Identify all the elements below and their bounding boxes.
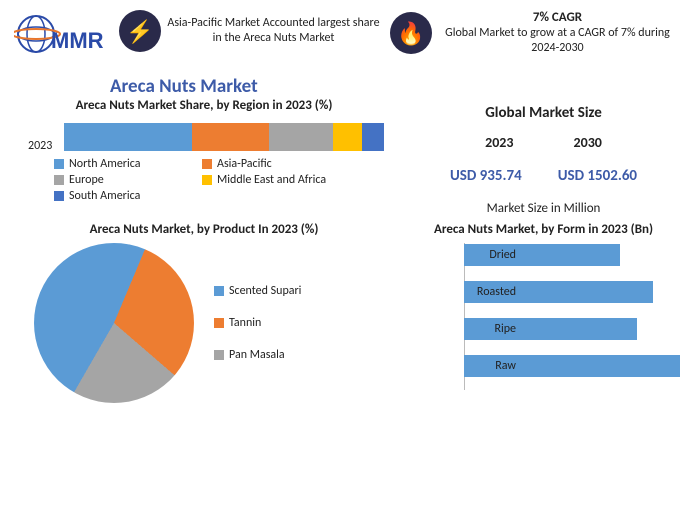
flame-icon: 🔥 bbox=[390, 12, 432, 54]
hbar-title: Areca Nuts Market, by Form in 2023 (Bn) bbox=[406, 222, 681, 237]
legend-item: Middle East and Africa bbox=[202, 173, 332, 187]
fact-asia-pacific: ⚡ Asia-Pacific Market Accounted largest … bbox=[119, 10, 380, 52]
hbar-row: Dried bbox=[464, 243, 681, 267]
legend-item: Europe bbox=[54, 173, 184, 187]
stacked-seg-north-america bbox=[64, 123, 192, 151]
legend-item: Tannin bbox=[214, 316, 344, 330]
stacked-bar-chart: Areca Nuts Market Share, by Region in 20… bbox=[14, 98, 394, 216]
cagr-text: Global Market to grow at a CAGR of 7% du… bbox=[438, 26, 677, 56]
legend-item: South America bbox=[54, 189, 184, 203]
bolt-icon: ⚡ bbox=[119, 10, 161, 52]
mmr-logo: MMR bbox=[14, 10, 109, 65]
gms-sub: Market Size in Million bbox=[406, 201, 681, 216]
pie-title: Areca Nuts Market, by Product In 2023 (%… bbox=[14, 222, 394, 237]
hbar-row: Raw bbox=[464, 354, 681, 378]
pie-graphic bbox=[34, 243, 194, 403]
gms-title: Global Market Size bbox=[406, 104, 681, 122]
hbar-row: Roasted bbox=[464, 280, 681, 304]
gms-val1: USD 935.74 bbox=[450, 167, 522, 185]
hbar-chart: Areca Nuts Market, by Form in 2023 (Bn) … bbox=[406, 222, 681, 408]
gms-val2: USD 1502.60 bbox=[558, 167, 637, 185]
fact-cagr: 🔥 7% CAGR Global Market to grow at a CAG… bbox=[390, 10, 677, 56]
hbar-label: Dried bbox=[464, 248, 516, 262]
gms-year2: 2030 bbox=[574, 134, 602, 151]
global-market-size: Global Market Size 2023 2030 USD 935.74 … bbox=[406, 98, 681, 216]
cagr-title: 7% CAGR bbox=[438, 10, 677, 26]
header: MMR ⚡ Asia-Pacific Market Accounted larg… bbox=[0, 0, 695, 69]
hbar-label: Roasted bbox=[464, 285, 516, 299]
legend-item: North America bbox=[54, 157, 184, 171]
stacked-seg-south-america bbox=[362, 123, 384, 151]
page-title: Areca Nuts Market bbox=[0, 75, 695, 98]
fact1-text: Asia-Pacific Market Accounted largest sh… bbox=[167, 16, 380, 46]
stacked-seg-middle-east-and-africa bbox=[333, 123, 362, 151]
hbar-label: Raw bbox=[464, 359, 516, 373]
legend-item: Pan Masala bbox=[214, 348, 344, 362]
legend-item: Asia-Pacific bbox=[202, 157, 332, 171]
pie-chart: Areca Nuts Market, by Product In 2023 (%… bbox=[14, 222, 394, 408]
legend-item: Scented Supari bbox=[214, 284, 344, 298]
hbar-row: Ripe bbox=[464, 317, 681, 341]
stacked-seg-asia-pacific bbox=[192, 123, 269, 151]
hbar-label: Ripe bbox=[464, 322, 516, 336]
svg-text:MMR: MMR bbox=[51, 28, 104, 53]
stacked-year: 2023 bbox=[28, 139, 52, 153]
gms-year1: 2023 bbox=[485, 134, 513, 151]
stacked-seg-europe bbox=[269, 123, 333, 151]
stacked-title: Areca Nuts Market Share, by Region in 20… bbox=[14, 98, 394, 113]
